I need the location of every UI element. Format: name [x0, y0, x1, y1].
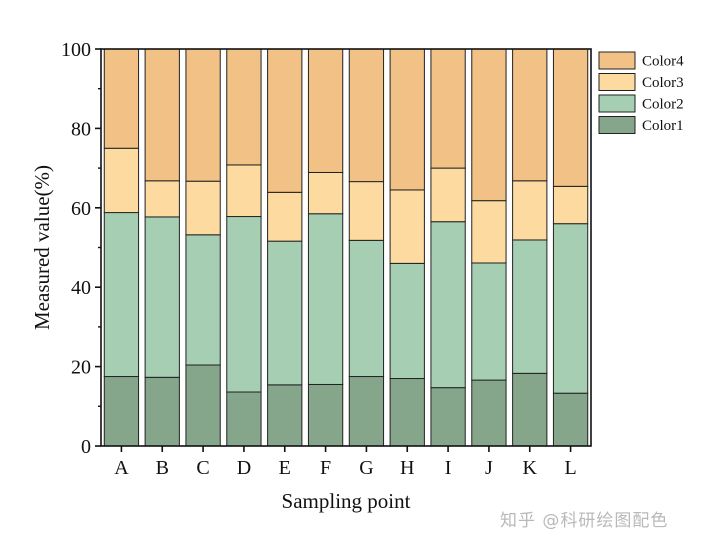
legend-swatch-color1 [598, 116, 636, 134]
axis-ticks: 0 20 40 60 80 100 A B C D E F G H I J K L [61, 39, 577, 479]
y-tick-label: 60 [71, 198, 91, 220]
x-tick-label: F [320, 457, 331, 479]
bar-color2-e [267, 240, 303, 386]
bar-color1-g [348, 376, 385, 447]
bar-color1-a [103, 376, 140, 447]
bar-color3-c [185, 180, 221, 236]
bar-color4-b [144, 48, 180, 182]
bar-color1-b [144, 376, 180, 447]
bar-color2-g [348, 239, 385, 378]
legend-swatch-color3 [598, 73, 636, 91]
bar-color2-a [103, 212, 140, 378]
bar-color3-j [471, 200, 507, 264]
bar-color4-d [226, 48, 262, 166]
bar-color3-e [267, 191, 303, 242]
x-tick-label: L [564, 457, 576, 479]
y-tick-label: 80 [71, 118, 91, 140]
bars-layer [103, 48, 589, 447]
bar-color4-j [471, 48, 507, 202]
x-tick-label: G [359, 457, 373, 479]
bar-color4-c [185, 48, 221, 182]
x-tick-label: I [445, 457, 452, 479]
bar-color1-i [430, 387, 466, 447]
legend-label-color4: Color4 [642, 54, 684, 70]
bar-color4-i [430, 48, 466, 169]
x-tick-label: D [237, 457, 251, 479]
legend-swatch-color2 [598, 94, 636, 113]
bar-color3-d [226, 164, 262, 218]
bar-color4-l [552, 48, 589, 187]
bar-color3-b [144, 180, 180, 218]
bar-color4-a [103, 48, 140, 149]
bar-color2-k [512, 239, 548, 374]
bar-color1-l [552, 392, 589, 447]
bar-color1-f [307, 383, 344, 447]
x-tick-label: B [156, 457, 169, 479]
x-axis-title: Sampling point [282, 489, 411, 513]
bar-color2-d [226, 216, 262, 393]
bar-color3-a [103, 147, 140, 214]
bar-color1-e [267, 384, 303, 447]
bar-color3-i [430, 167, 466, 223]
x-tick-label: K [523, 457, 538, 479]
legend-label-color3: Color3 [642, 75, 684, 91]
bar-color1-c [185, 364, 221, 447]
y-tick-label: 20 [71, 357, 91, 379]
legend-label-color2: Color2 [642, 97, 684, 113]
bar-color2-b [144, 216, 180, 378]
bar-color3-k [512, 180, 548, 241]
bar-color2-i [430, 221, 466, 389]
bar-color1-d [226, 391, 262, 447]
watermark-text: 知乎 @科研绘图配色 [500, 511, 669, 531]
x-tick-label: E [279, 457, 291, 479]
bar-color3-f [307, 171, 344, 215]
bar-color3-h [389, 189, 425, 264]
y-axis-title: Measured value(%) [30, 165, 54, 330]
legend-label-color1: Color1 [642, 118, 684, 134]
bar-color4-h [389, 48, 425, 191]
x-tick-label: H [400, 457, 414, 479]
y-tick-label: 0 [81, 436, 91, 458]
bar-color4-e [267, 48, 303, 193]
bar-color3-l [552, 185, 589, 225]
bar-color2-l [552, 223, 589, 394]
bar-color2-j [471, 262, 507, 381]
bar-color1-h [389, 378, 425, 447]
bar-color4-g [348, 48, 385, 183]
x-tick-label: C [196, 457, 209, 479]
bar-color2-f [307, 213, 344, 385]
legend: Color4 Color3 Color2 Color1 [598, 51, 684, 134]
bar-color2-c [185, 234, 221, 366]
bar-color1-j [471, 379, 507, 447]
x-tick-label: A [114, 457, 129, 479]
bar-color1-k [512, 372, 548, 447]
bar-color3-g [348, 181, 385, 241]
legend-swatch-color4 [598, 51, 636, 70]
y-tick-label: 100 [61, 39, 91, 61]
bar-color2-h [389, 262, 425, 380]
bar-color4-f [307, 48, 344, 173]
x-tick-label: J [485, 457, 493, 479]
bar-color4-k [512, 48, 548, 182]
y-tick-label: 40 [71, 277, 91, 299]
